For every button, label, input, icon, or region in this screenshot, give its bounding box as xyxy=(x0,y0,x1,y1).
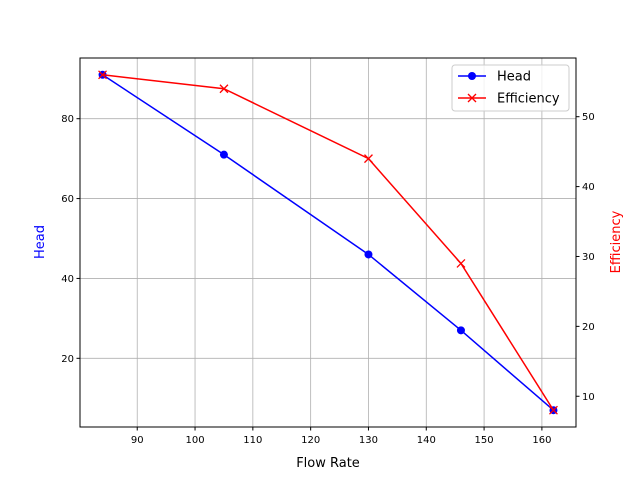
x-tick-label: 140 xyxy=(417,435,436,446)
y-tick-label-left: 80 xyxy=(61,114,74,125)
x-tick-label: 150 xyxy=(475,435,494,446)
x-tick-label: 130 xyxy=(359,435,378,446)
marker-x-stroke xyxy=(219,84,229,94)
marker-x-stroke xyxy=(98,70,108,80)
x-tick-label: 110 xyxy=(243,435,262,446)
marker-x-stroke xyxy=(548,405,558,415)
x-tick-label: 100 xyxy=(185,435,204,446)
y-tick-label-right: 50 xyxy=(582,112,595,123)
y-tick-label-left: 60 xyxy=(61,194,74,205)
y-axis-label-left: Head xyxy=(33,225,48,259)
marker-x-stroke xyxy=(456,259,466,268)
x-tick-label: 90 xyxy=(131,435,144,446)
data-point-efficiency xyxy=(548,405,558,415)
x-tick-label: 120 xyxy=(301,435,320,446)
data-point-efficiency xyxy=(456,259,466,268)
data-point-head xyxy=(468,72,476,80)
data-point-efficiency xyxy=(219,84,229,94)
x-tick-label: 160 xyxy=(532,435,551,446)
series-line-efficiency xyxy=(102,74,555,411)
legend-label-head: Head xyxy=(497,70,531,85)
data-point-efficiency xyxy=(98,70,108,80)
y-tick-label-left: 40 xyxy=(61,274,74,285)
y-tick-label-right: 10 xyxy=(582,392,595,403)
data-point-head xyxy=(219,150,228,159)
x-axis-label: Flow Rate xyxy=(296,456,360,471)
y-tick-label-right: 40 xyxy=(582,182,595,193)
series-layer xyxy=(98,70,558,415)
plot-frame xyxy=(79,57,577,428)
ticks: 90 100 110 120 130 140 150 160 20 40 60 80 10 20 30 40 5… xyxy=(61,112,594,446)
data-point-head xyxy=(456,326,465,335)
y-tick-label-right: 20 xyxy=(582,322,595,333)
y-tick-label-right: 30 xyxy=(582,252,595,263)
marker-x-stroke xyxy=(467,93,477,103)
legend: Head Efficiency xyxy=(451,64,570,112)
y-tick-label-left: 20 xyxy=(61,354,74,365)
y-axis-label-right: Efficiency xyxy=(609,210,624,273)
legend-label-efficiency: Efficiency xyxy=(497,92,560,107)
data-point-efficiency xyxy=(364,154,373,164)
grid xyxy=(80,58,576,427)
data-point-head xyxy=(364,250,373,259)
series-line-head xyxy=(102,74,554,411)
marker-x-stroke xyxy=(364,154,373,164)
data-point-efficiency xyxy=(467,93,477,103)
